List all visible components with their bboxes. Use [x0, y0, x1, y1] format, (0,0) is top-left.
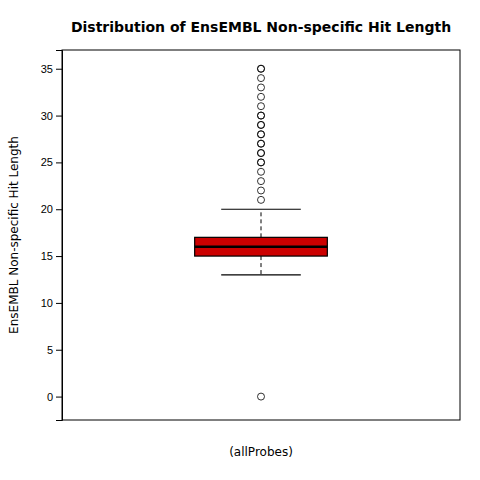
lower-whisker	[261, 256, 262, 275]
y-tick-label: 35	[41, 63, 53, 75]
y-tick: 30	[41, 110, 62, 122]
outlier	[258, 150, 265, 157]
y-tick-label: 25	[41, 156, 53, 168]
y-tick: 20	[41, 203, 62, 215]
outlier	[258, 93, 265, 100]
y-tick-mark	[56, 209, 62, 210]
outlier	[258, 178, 265, 185]
outlier	[258, 393, 265, 400]
outlier	[258, 131, 265, 138]
y-tick: 10	[41, 297, 62, 309]
outlier	[258, 187, 265, 194]
chart: 0 5 10 15 20 25 30 35 Distribution of EnsEMBL No…	[0, 0, 480, 480]
outlier	[258, 65, 265, 72]
y-tick-mark	[56, 162, 62, 163]
y-tick-mark	[56, 116, 62, 117]
y-tick-mark	[56, 397, 62, 398]
y-axis-line	[56, 51, 63, 421]
outlier	[258, 121, 265, 128]
lower-cap	[221, 274, 301, 275]
upper-whisker	[261, 209, 262, 237]
box	[195, 237, 328, 256]
y-tick-label: 0	[47, 391, 53, 403]
outlier	[258, 131, 265, 138]
outlier	[258, 140, 265, 147]
y-tick-label: 30	[41, 110, 53, 122]
outlier	[258, 75, 265, 82]
y-axis-title: EnsEMBL Non-specific Hit Length	[7, 136, 21, 334]
y-tick: 25	[41, 156, 62, 168]
upper-cap	[221, 209, 301, 210]
y-tick-mark	[56, 350, 62, 351]
median	[195, 245, 328, 248]
y-tick: 15	[41, 250, 62, 262]
outlier	[258, 159, 265, 166]
y-tick-mark	[56, 303, 62, 304]
outlier	[258, 103, 265, 110]
outlier	[258, 196, 265, 203]
plot-frame	[62, 50, 460, 420]
y-tick-label: 20	[41, 203, 53, 215]
outlier	[258, 121, 265, 128]
outlier	[258, 84, 265, 91]
outlier	[258, 168, 265, 175]
plot: 0 5 10 15 20 25 30 35	[41, 50, 460, 421]
y-tick: 5	[47, 344, 62, 356]
box-marks	[195, 65, 328, 400]
y-axis: 0 5 10 15 20 25 30 35	[41, 51, 63, 421]
outlier	[258, 159, 265, 166]
y-tick-mark	[56, 256, 62, 257]
y-tick-label: 10	[41, 297, 53, 309]
outlier	[258, 112, 265, 119]
y-tick-mark	[56, 69, 62, 70]
outlier	[258, 65, 265, 72]
x-axis-title: (allProbes)	[229, 445, 293, 459]
y-tick: 35	[41, 63, 62, 75]
y-tick: 0	[47, 391, 62, 403]
outlier	[258, 150, 265, 157]
y-tick-label: 5	[47, 344, 53, 356]
title: Distribution of EnsEMBL Non-specific Hit…	[71, 19, 451, 35]
outlier	[258, 140, 265, 147]
outlier	[258, 112, 265, 119]
y-tick-label: 15	[41, 250, 53, 262]
